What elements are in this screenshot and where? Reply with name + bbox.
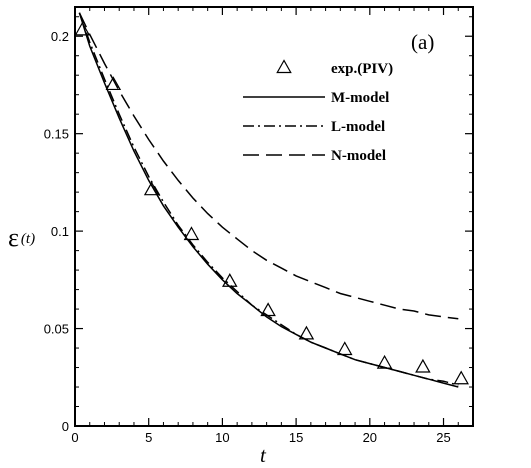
series-group bbox=[74, 12, 469, 388]
data-point-exp-piv bbox=[415, 358, 431, 373]
x-tick-label: 15 bbox=[289, 430, 303, 445]
legend-label: N-model bbox=[331, 148, 386, 164]
x-tick-label: 5 bbox=[145, 430, 152, 445]
x-tick-label: 20 bbox=[363, 430, 377, 445]
plot-frame bbox=[74, 6, 474, 427]
y-tick-label: 0 bbox=[62, 419, 69, 434]
legend-label: M-model bbox=[331, 90, 389, 106]
legend-label: exp.(PIV) bbox=[331, 61, 393, 77]
data-point-exp-piv bbox=[183, 226, 200, 241]
x-axis-label: t bbox=[260, 443, 267, 467]
data-point-exp-piv bbox=[453, 370, 469, 385]
data-point-exp-piv bbox=[336, 341, 353, 356]
x-tick-label: 25 bbox=[436, 430, 450, 445]
legend-marker-triangle bbox=[276, 59, 292, 74]
data-point-exp-piv bbox=[298, 325, 315, 340]
legend-label: L-model bbox=[331, 119, 385, 135]
x-tick-label: 0 bbox=[71, 430, 78, 445]
y-axis-label-main: ε bbox=[8, 223, 19, 252]
y-tick-label: 0.05 bbox=[44, 322, 69, 337]
y-tick-label: 0.2 bbox=[51, 29, 69, 44]
series-line-n-model bbox=[78, 12, 459, 320]
series-line-m-model bbox=[78, 12, 459, 388]
data-point-exp-piv bbox=[222, 273, 238, 287]
ticks-group: 0 5 10 15 20 25 0 0.05 0.1 0.15 0.2 bbox=[44, 7, 473, 445]
panel-label: (a) bbox=[411, 30, 434, 54]
y-axis-label-suffix: (t) bbox=[21, 231, 35, 247]
y-tick-label: 0.1 bbox=[51, 224, 69, 239]
legend: exp.(PIV) M-model L-model N-model bbox=[243, 59, 393, 164]
y-tick-label: 0.15 bbox=[44, 127, 69, 142]
x-tick-label: 10 bbox=[215, 430, 229, 445]
y-axis-label: ε (t) bbox=[8, 223, 35, 252]
series-line-l-model bbox=[78, 12, 459, 386]
